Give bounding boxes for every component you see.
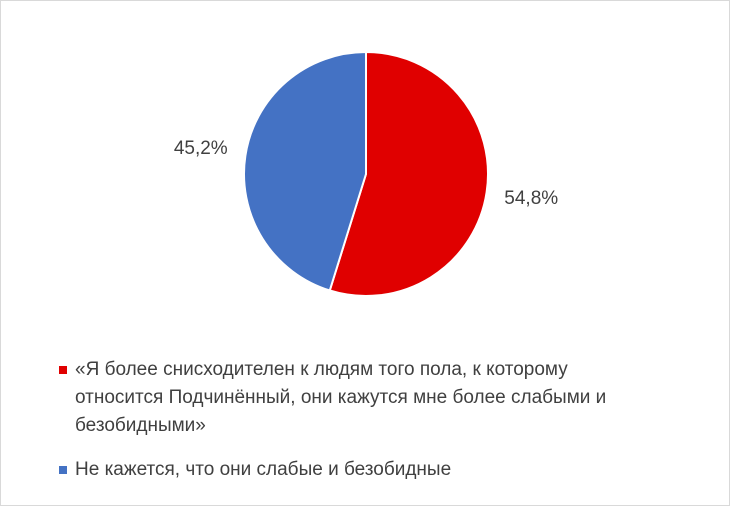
legend-entry: «Я более снисходителен к людям того пола…: [59, 356, 659, 440]
data-label: 45,2%: [174, 138, 228, 159]
pie-slice: [328, 50, 490, 297]
legend-label: «Я более снисходителен к людям того пола…: [75, 359, 607, 436]
legend-entry: Не кажется, что они слабые и безобидные: [59, 456, 659, 484]
legend-label: Не кажется, что они слабые и безобидные: [75, 459, 452, 480]
plot: 54,8% 45,2%: [174, 50, 558, 297]
data-label: 54,8%: [504, 188, 558, 209]
legend: «Я более снисходителен к людям того пола…: [59, 356, 659, 500]
pie-slice: [243, 50, 367, 292]
legend-swatch: [59, 366, 67, 374]
legend-swatch: [59, 466, 67, 474]
